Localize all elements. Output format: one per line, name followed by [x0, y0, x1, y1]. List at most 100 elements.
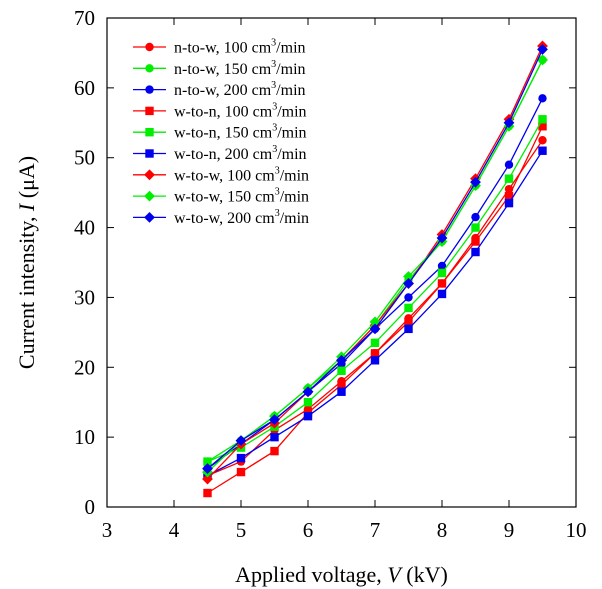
legend-label: w-to-w, 100 cm3/min — [174, 165, 309, 184]
data-point — [236, 453, 246, 463]
y-axis-ticks: 0 10 20 30 40 50 60 70 — [74, 6, 576, 519]
data-point — [269, 414, 280, 426]
data-point — [503, 117, 515, 129]
legend-label: w-to-n, 150 cm3/min — [174, 123, 307, 142]
data-point — [404, 324, 413, 334]
data-point — [303, 398, 313, 407]
y-tick-label: 50 — [74, 146, 95, 170]
data-point — [404, 303, 413, 313]
data-point — [437, 279, 447, 288]
legend-marker — [145, 42, 154, 52]
data-point — [202, 463, 213, 474]
data-point — [436, 232, 448, 244]
data-point — [302, 386, 314, 398]
data-point — [538, 115, 547, 124]
legend-marker — [144, 212, 155, 223]
legend-label: n-to-w, 200 cm3/min — [174, 80, 306, 99]
legend-marker — [145, 85, 154, 94]
data-point — [337, 380, 346, 389]
plot-frame — [106, 17, 577, 508]
data-point — [370, 349, 380, 358]
data-point — [504, 160, 514, 169]
data-point — [403, 271, 414, 282]
x-axis-label: Applied voltage, V (kV) — [235, 562, 448, 587]
data-point — [369, 323, 381, 335]
legend-label: w-to-n, 100 cm3/min — [174, 101, 307, 120]
x-tick-label: 3 — [102, 518, 113, 542]
x-axis-ticks: 3 4 5 6 7 8 9 10 — [102, 18, 587, 542]
legend: n-to-w, 100 cm3/min n-to-w, 150 cm3/min n-… — [133, 38, 309, 227]
legend-entry: n-to-w, 200 cm3/min — [133, 80, 306, 99]
x-tick-label: 6 — [303, 518, 314, 542]
legend-entry: w-to-w, 200 cm3/min — [133, 208, 309, 227]
x-tick-label: 4 — [169, 518, 180, 542]
data-point — [538, 94, 547, 103]
data-point — [270, 432, 279, 442]
data-point — [236, 467, 246, 477]
x-tick-label: 9 — [504, 518, 515, 542]
legend-entry: w-to-n, 150 cm3/min — [133, 123, 307, 142]
data-point — [337, 387, 346, 396]
data-point — [471, 237, 480, 246]
plot-area-border — [106, 17, 577, 508]
data-point — [403, 278, 414, 289]
data-point — [203, 488, 212, 498]
data-point — [370, 338, 380, 348]
legend-entry: w-to-w, 100 cm3/min — [133, 165, 309, 184]
legend-label: n-to-w, 150 cm3/min — [174, 59, 306, 78]
y-tick-label: 70 — [74, 6, 95, 30]
y-tick-label: 20 — [74, 355, 95, 379]
y-tick-label: 40 — [74, 216, 95, 240]
y-tick-label: 30 — [74, 285, 95, 309]
legend-entry: w-to-n, 200 cm3/min — [133, 144, 307, 163]
series-layer — [202, 40, 548, 498]
x-tick-label: 7 — [370, 518, 381, 542]
data-point — [538, 146, 547, 155]
y-axis-label: Current intensity, I (μA) — [14, 156, 39, 369]
legend-marker — [145, 128, 154, 137]
data-point — [404, 317, 413, 327]
data-point — [437, 261, 447, 271]
data-point — [471, 223, 480, 232]
data-point — [504, 198, 514, 208]
data-point — [537, 44, 548, 55]
data-point — [437, 289, 447, 299]
x-tick-label: 5 — [236, 518, 247, 542]
series-line — [207, 59, 544, 473]
legend-marker — [144, 169, 155, 181]
data-point — [538, 136, 547, 145]
data-point — [470, 176, 481, 188]
legend-entry: w-to-w, 150 cm3/min — [133, 187, 309, 206]
legend-marker — [144, 190, 155, 202]
data-point — [504, 174, 514, 183]
data-point — [537, 54, 548, 66]
legend-label: w-to-n, 200 cm3/min — [174, 144, 307, 163]
data-point — [471, 212, 480, 222]
data-point — [471, 247, 480, 257]
series-diamond-8 — [202, 44, 548, 474]
data-point — [504, 191, 514, 201]
legend-marker — [145, 106, 154, 116]
y-tick-label: 10 — [74, 425, 95, 449]
legend-label: n-to-w, 100 cm3/min — [174, 38, 306, 57]
legend-entry: n-to-w, 100 cm3/min — [133, 38, 306, 57]
x-tick-label: 8 — [437, 518, 448, 542]
series-square-5 — [203, 146, 547, 480]
data-point — [202, 473, 213, 485]
data-point — [203, 457, 212, 466]
x-tick-label: 10 — [566, 518, 587, 542]
data-point — [437, 268, 447, 278]
legend-label: w-to-w, 200 cm3/min — [174, 208, 309, 227]
data-point — [336, 354, 347, 366]
legend-marker — [145, 64, 154, 73]
legend-entry: w-to-n, 100 cm3/min — [133, 101, 307, 120]
y-tick-label: 0 — [85, 495, 96, 519]
legend-marker — [145, 149, 154, 158]
data-point — [538, 122, 547, 131]
series-circle-0 — [203, 136, 547, 480]
y-tick-label: 60 — [74, 76, 95, 100]
data-point — [337, 366, 346, 375]
data-point — [235, 435, 247, 447]
data-point — [303, 411, 313, 421]
